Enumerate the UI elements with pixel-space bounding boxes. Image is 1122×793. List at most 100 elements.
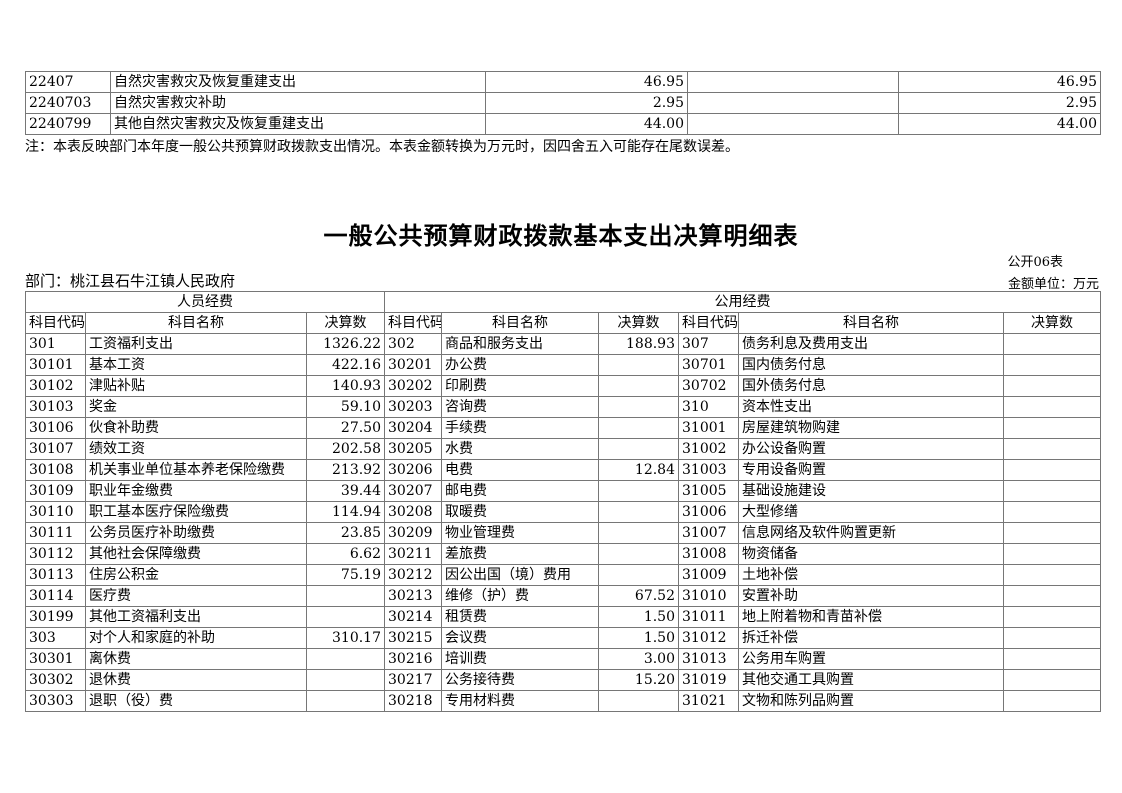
- subject-code-cell: 31012: [678, 627, 739, 649]
- subject-code-cell: 31001: [678, 417, 739, 439]
- subject-name-cell: 其他交通工具购置: [738, 669, 1004, 691]
- top-code-cell: 22407: [25, 71, 111, 93]
- subject-code-cell: 303: [25, 627, 86, 649]
- final-amount-cell: [598, 480, 679, 502]
- subject-code-cell: 30216: [384, 648, 442, 670]
- sheet-number-label: 公开06表: [1007, 255, 1063, 270]
- column-header: 决算数: [306, 312, 385, 334]
- subject-name-cell: 印刷费: [441, 375, 599, 397]
- main-table-row: 30302 退休费 30217 公务接待费 15.20 31019 其他交通工具购置: [25, 669, 1101, 691]
- subject-code-cell: 30213: [384, 585, 442, 607]
- top-value-cell: 46.95: [898, 71, 1101, 93]
- subject-code-cell: 30108: [25, 459, 86, 481]
- column-header: 决算数: [598, 312, 679, 334]
- subject-name-cell: 国内债务付息: [738, 354, 1004, 376]
- final-amount-cell: 27.50: [306, 417, 385, 439]
- subject-code-cell: 30212: [384, 564, 442, 586]
- final-amount-cell: [598, 522, 679, 544]
- subject-code-cell: 30209: [384, 522, 442, 544]
- subject-name-cell: 办公设备购置: [738, 438, 1004, 460]
- top-name-cell: 自然灾害救灾补助: [110, 92, 486, 114]
- subject-name-cell: 职工基本医疗保险缴费: [85, 501, 307, 523]
- top-table: 22407 自然灾害救灾及恢复重建支出 46.95 46.95 2240703 自然灾害救…: [25, 71, 1101, 135]
- final-amount-cell: 422.16: [306, 354, 385, 376]
- subject-name-cell: 物业管理费: [441, 522, 599, 544]
- final-amount-cell: [598, 564, 679, 586]
- subject-code-cell: 30204: [384, 417, 442, 439]
- top-name-cell: 自然灾害救灾及恢复重建支出: [110, 71, 486, 93]
- top-value-cell: 2.95: [898, 92, 1101, 114]
- top-table-row: 2240799 其他自然灾害救灾及恢复重建支出 44.00 44.00: [25, 113, 1101, 135]
- main-table-row: 303 对个人和家庭的补助 310.17 30215 会议费 1.50 31012 拆迁补偿: [25, 627, 1101, 649]
- subject-code-cell: 30205: [384, 438, 442, 460]
- final-amount-cell: [1003, 354, 1101, 376]
- subject-name-cell: 住房公积金: [85, 564, 307, 586]
- subject-code-cell: 30114: [25, 585, 86, 607]
- subject-name-cell: 债务利息及费用支出: [738, 333, 1004, 355]
- subject-name-cell: 电费: [441, 459, 599, 481]
- final-amount-cell: [598, 417, 679, 439]
- subject-name-cell: 取暖费: [441, 501, 599, 523]
- final-amount-cell: 6.62: [306, 543, 385, 565]
- subject-name-cell: 离休费: [85, 648, 307, 670]
- subject-code-cell: 31005: [678, 480, 739, 502]
- subject-name-cell: 安置补助: [738, 585, 1004, 607]
- subject-code-cell: 30109: [25, 480, 86, 502]
- subject-name-cell: 信息网络及软件购置更新: [738, 522, 1004, 544]
- subject-name-cell: 退休费: [85, 669, 307, 691]
- main-table-row: 30199 其他工资福利支出 30214 租赁费 1.50 31011 地上附着物和青苗补偿: [25, 606, 1101, 628]
- subject-code-cell: 30201: [384, 354, 442, 376]
- main-table-row: 30114 医疗费 30213 维修（护）费 67.52 31010 安置补助: [25, 585, 1101, 607]
- subject-name-cell: 绩效工资: [85, 438, 307, 460]
- final-amount-cell: 3.00: [598, 648, 679, 670]
- subject-code-cell: 31003: [678, 459, 739, 481]
- subject-name-cell: 土地补偿: [738, 564, 1004, 586]
- final-amount-cell: [598, 501, 679, 523]
- subject-code-cell: 30702: [678, 375, 739, 397]
- final-amount-cell: 12.84: [598, 459, 679, 481]
- subject-code-cell: 302: [384, 333, 442, 355]
- column-header: 决算数: [1003, 312, 1101, 334]
- final-amount-cell: [1003, 333, 1101, 355]
- page-title: 一般公共预算财政拨款基本支出决算明细表: [323, 223, 799, 250]
- main-table: 人员经费 公用经费 科目代码 科目名称 决算数 科目代码 科目名称 决算数 科目代码 科目名称…: [25, 291, 1101, 712]
- top-value-cell: 44.00: [485, 113, 688, 135]
- column-header: 科目代码: [678, 312, 739, 334]
- final-amount-cell: [1003, 522, 1101, 544]
- group-header-personnel-funds: 人员经费: [25, 291, 385, 313]
- column-header-row: 科目代码 科目名称 决算数 科目代码 科目名称 决算数 科目代码 科目名称 决算数: [25, 312, 1101, 334]
- subject-code-cell: 30217: [384, 669, 442, 691]
- subject-code-cell: 30218: [384, 690, 442, 712]
- final-amount-cell: [598, 396, 679, 418]
- main-table-row: 30102 津贴补贴 140.93 30202 印刷费 30702 国外债务付息: [25, 375, 1101, 397]
- main-table-row: 30112 其他社会保障缴费 6.62 30211 差旅费 31008 物资储备: [25, 543, 1101, 565]
- subject-code-cell: 30107: [25, 438, 86, 460]
- subject-name-cell: 职业年金缴费: [85, 480, 307, 502]
- table-note: 注：本表反映部门本年度一般公共预算财政拨款支出情况。本表金额转换为万元时，因四舍…: [25, 139, 739, 155]
- subject-name-cell: 办公费: [441, 354, 599, 376]
- final-amount-cell: [1003, 564, 1101, 586]
- final-amount-cell: [306, 690, 385, 712]
- final-amount-cell: 188.93: [598, 333, 679, 355]
- final-amount-cell: [1003, 480, 1101, 502]
- main-table-row: 30303 退职（役）费 30218 专用材料费 31021 文物和陈列品购置: [25, 690, 1101, 712]
- subject-name-cell: 商品和服务支出: [441, 333, 599, 355]
- subject-code-cell: 30111: [25, 522, 86, 544]
- final-amount-cell: [306, 606, 385, 628]
- top-value-cell: [687, 71, 899, 93]
- subject-name-cell: 基础设施建设: [738, 480, 1004, 502]
- subject-name-cell: 水费: [441, 438, 599, 460]
- main-table-row: 30301 离休费 30216 培训费 3.00 31013 公务用车购置: [25, 648, 1101, 670]
- top-value-cell: [687, 113, 899, 135]
- main-table-body: 301 工资福利支出 1326.22 302 商品和服务支出 188.93 307 债务利息及…: [25, 333, 1101, 712]
- main-table-row: 30110 职工基本医疗保险缴费 114.94 30208 取暖费 31006 大型修缮: [25, 501, 1101, 523]
- group-header-row: 人员经费 公用经费: [25, 291, 1101, 313]
- main-table-row: 30108 机关事业单位基本养老保险缴费 213.92 30206 电费 12.84 310…: [25, 459, 1101, 481]
- subject-name-cell: 专用材料费: [441, 690, 599, 712]
- column-header: 科目名称: [85, 312, 307, 334]
- subject-code-cell: 30211: [384, 543, 442, 565]
- final-amount-cell: 140.93: [306, 375, 385, 397]
- top-table-row: 2240703 自然灾害救灾补助 2.95 2.95: [25, 92, 1101, 114]
- subject-code-cell: 31013: [678, 648, 739, 670]
- final-amount-cell: [1003, 543, 1101, 565]
